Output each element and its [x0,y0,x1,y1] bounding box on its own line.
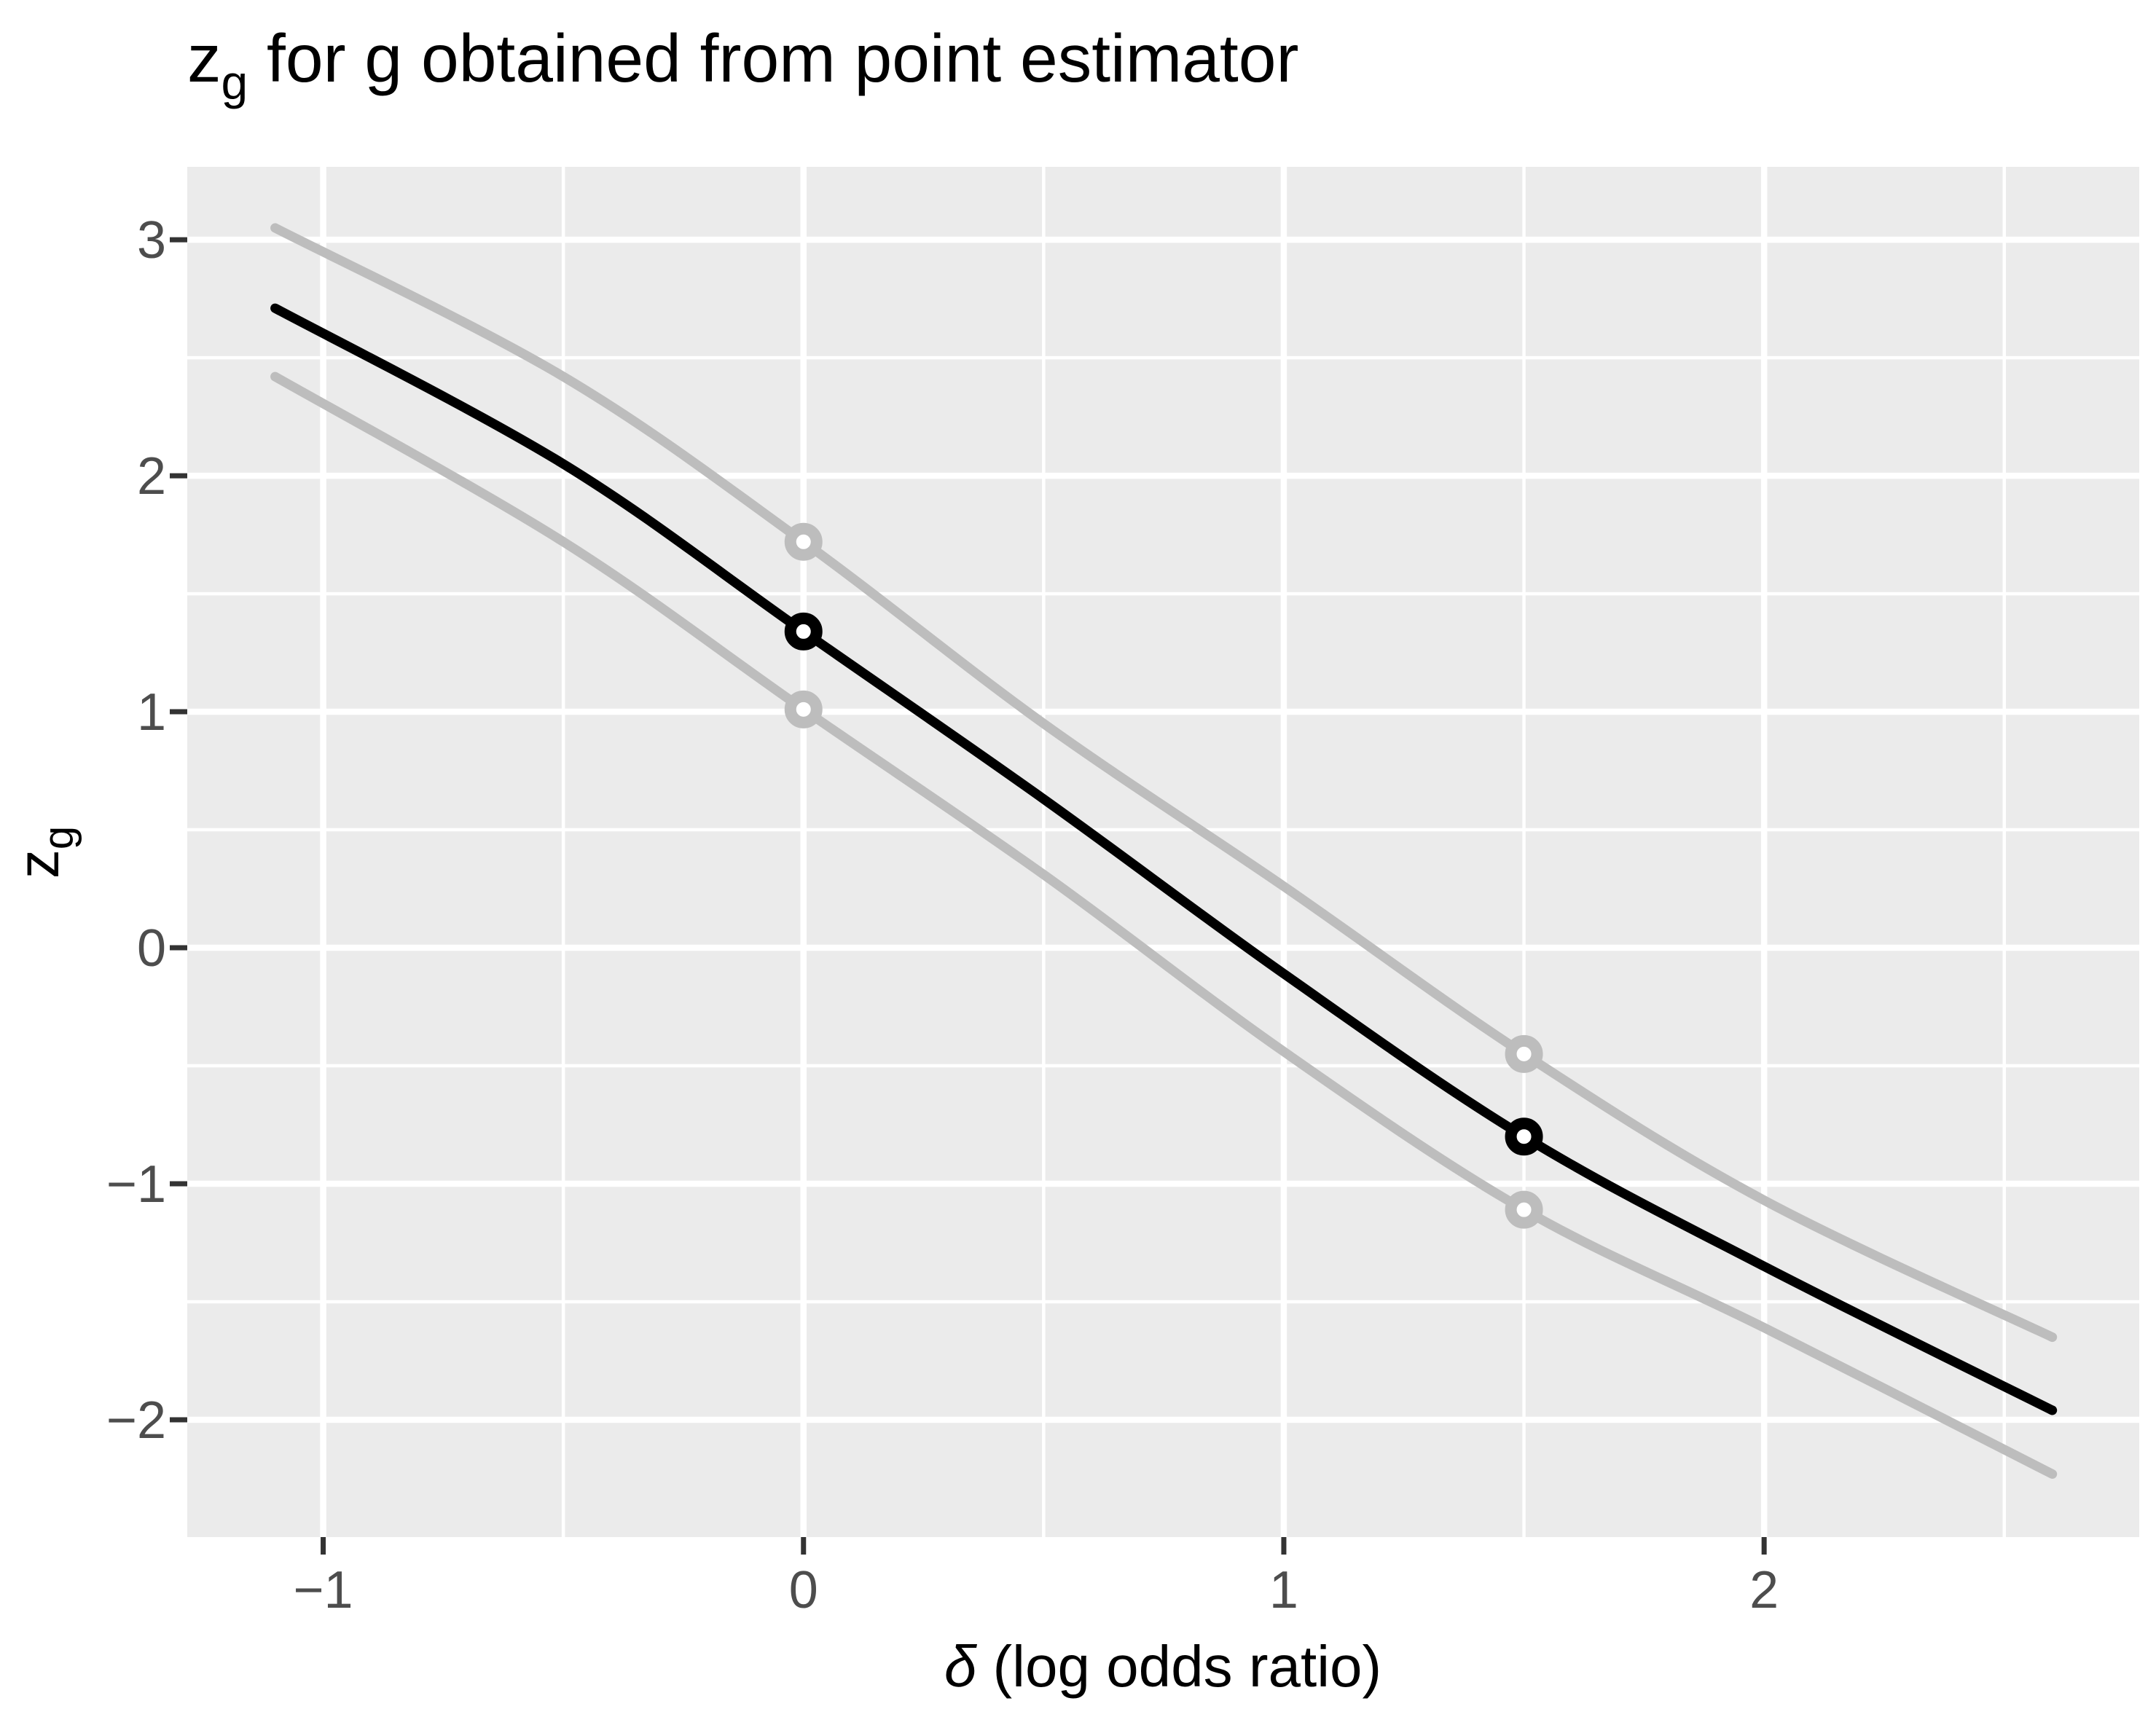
x-tick-label: 1 [1269,1561,1298,1619]
x-tick-label: −1 [294,1561,353,1619]
y-axis-title: zg [6,826,82,879]
y-tick-label: 2 [137,447,166,506]
y-tick-label: 1 [137,683,166,742]
point-estimate [1505,1117,1543,1156]
point-upper-band [784,522,823,561]
point-estimate [784,612,823,651]
point-lower-band [784,690,823,728]
curve-upper-band [270,223,2058,1343]
curve-lower-band [270,372,2058,1479]
point-lower-band [1505,1190,1543,1229]
plot-title: zg for g obtained from point estimator [187,20,1298,109]
x-axis-title: δ (log odds ratio) [944,1634,1381,1699]
x-tick-label: 2 [1749,1561,1779,1619]
markers [784,522,1543,1229]
y-tick-label: −1 [106,1155,166,1214]
axis-tick-labels: −1 0 1 2 3 2 1 0 −1 −2 [106,211,1779,1619]
y-tick-label: 0 [137,919,166,978]
x-tick-label: 0 [789,1561,818,1619]
axis-tick-marks [170,237,1767,1555]
y-tick-label: −2 [106,1391,166,1450]
point-upper-band [1505,1034,1543,1073]
curves [270,223,2058,1479]
y-tick-label: 3 [137,211,166,270]
curve-estimate [270,303,2058,1415]
minor-gridlines [187,167,2139,1537]
panel-background [187,167,2139,1537]
major-gridlines [187,167,2139,1537]
